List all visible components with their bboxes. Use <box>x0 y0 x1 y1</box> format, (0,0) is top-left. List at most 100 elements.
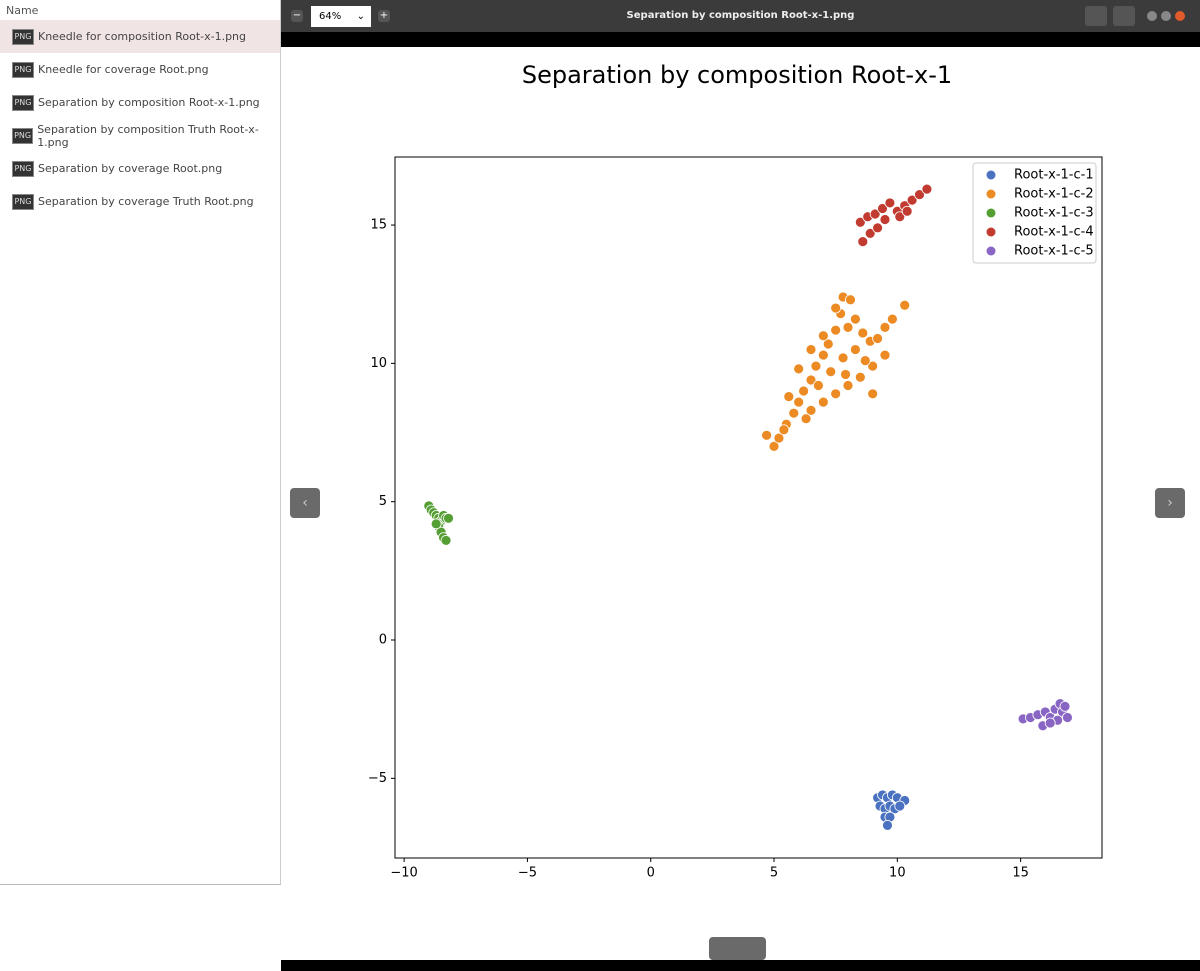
file-row[interactable]: PNG Separation by coverage Root.png <box>0 152 280 185</box>
rotate-buttons[interactable] <box>709 937 766 960</box>
point <box>825 366 837 378</box>
minimize-button[interactable] <box>1147 11 1157 21</box>
point <box>443 512 454 524</box>
point <box>886 313 898 325</box>
point <box>788 407 800 419</box>
file-icon: PNG <box>12 127 34 144</box>
point <box>783 391 795 402</box>
zoom-out[interactable]: − <box>291 10 303 22</box>
x-tick-label: −10 <box>390 866 417 881</box>
point <box>894 800 906 812</box>
legend-marker <box>986 208 996 218</box>
legend-label: Root-x-1-c-1 <box>1014 168 1094 183</box>
point <box>440 535 452 546</box>
previous-button[interactable]: ‹ <box>290 488 320 518</box>
point <box>879 322 891 333</box>
point <box>805 405 817 416</box>
chart-title: Separation by composition Root-x-1 <box>522 61 952 89</box>
point <box>869 208 881 220</box>
file-icon: PNG <box>12 28 34 45</box>
point <box>872 333 883 344</box>
close-button[interactable] <box>1175 11 1185 21</box>
y-tick-label: 0 <box>379 633 387 648</box>
point <box>894 211 906 223</box>
point <box>857 236 869 248</box>
point <box>867 388 879 400</box>
point <box>805 344 817 355</box>
x-tick-label: 10 <box>889 866 906 881</box>
point <box>817 349 829 361</box>
point <box>1044 717 1056 729</box>
point <box>817 396 829 408</box>
menu-button[interactable] <box>1113 6 1135 26</box>
point <box>899 299 911 311</box>
fullscreen-button[interactable] <box>1085 6 1107 26</box>
file-row[interactable]: PNG Kneedle for composition Root-x-1.png <box>0 20 280 53</box>
point <box>430 518 442 530</box>
point <box>810 360 822 372</box>
maximize-button[interactable] <box>1161 11 1171 21</box>
point <box>830 324 842 336</box>
next-button[interactable]: › <box>1155 488 1185 518</box>
point <box>822 338 834 350</box>
point <box>793 396 805 408</box>
point <box>813 380 824 391</box>
file-list: Name PNG Kneedle for composition Root-x-1… <box>0 0 281 885</box>
file-icon: PNG <box>12 94 34 111</box>
y-tick-label: 10 <box>370 356 387 371</box>
file-name: Kneedle for coverage Root.png <box>38 63 209 76</box>
window-title: Separation by composition Root-x-1.png <box>626 10 855 21</box>
x-tick-label: −5 <box>518 866 537 881</box>
file-row[interactable]: PNG Separation by composition Truth Root-… <box>0 119 280 152</box>
point <box>857 327 869 339</box>
x-tick-label: 0 <box>647 866 655 881</box>
point <box>884 197 896 209</box>
zoom-in[interactable]: + <box>378 10 390 22</box>
legend-marker <box>986 246 996 256</box>
file-name: Separation by coverage Root.png <box>38 162 223 175</box>
point <box>864 227 876 239</box>
point <box>867 360 879 372</box>
point <box>879 214 891 225</box>
point <box>850 344 861 355</box>
file-name: Separation by coverage Truth Root.png <box>38 195 254 208</box>
point <box>872 222 883 234</box>
file-row[interactable]: PNG Separation by composition Root-x-1.pn… <box>0 86 280 119</box>
legend-box <box>972 162 1097 264</box>
point <box>879 349 891 361</box>
point <box>850 313 861 325</box>
legend-label: Root-x-1-c-3 <box>1014 206 1094 221</box>
point <box>830 388 842 400</box>
point <box>778 424 790 436</box>
file-icon: PNG <box>12 160 34 177</box>
x-tick-label: 5 <box>770 866 778 881</box>
x-tick-label: 15 <box>1012 866 1029 881</box>
point <box>1062 712 1073 723</box>
y-tick-label: −5 <box>368 771 387 786</box>
file-name: Separation by composition Root-x-1.png <box>38 96 260 109</box>
point <box>805 374 817 386</box>
point <box>840 369 851 380</box>
point <box>859 355 871 367</box>
point <box>842 380 854 391</box>
file-row[interactable]: PNG Separation by coverage Truth Root.png <box>0 185 280 218</box>
chart: Separation by composition Root-x-1 −10 −5… <box>368 61 1103 881</box>
point <box>837 352 849 364</box>
y-tick-label: 5 <box>379 494 387 509</box>
point <box>854 216 866 228</box>
file-name: Kneedle for composition Root-x-1.png <box>38 30 247 43</box>
bottom-border <box>281 960 1200 971</box>
legend-marker <box>986 227 996 237</box>
file-row[interactable]: PNG Kneedle for coverage Root.png <box>0 53 280 86</box>
point <box>854 371 866 383</box>
point <box>906 194 918 206</box>
plot-frame <box>394 156 1103 859</box>
point <box>882 819 893 831</box>
column-header[interactable]: Name <box>6 4 39 17</box>
point <box>914 189 925 201</box>
legend-label: Root-x-1-c-2 <box>1014 187 1094 202</box>
point <box>761 429 773 441</box>
point <box>798 385 810 397</box>
zoom-select[interactable]: 64% ⌄ <box>311 6 371 27</box>
